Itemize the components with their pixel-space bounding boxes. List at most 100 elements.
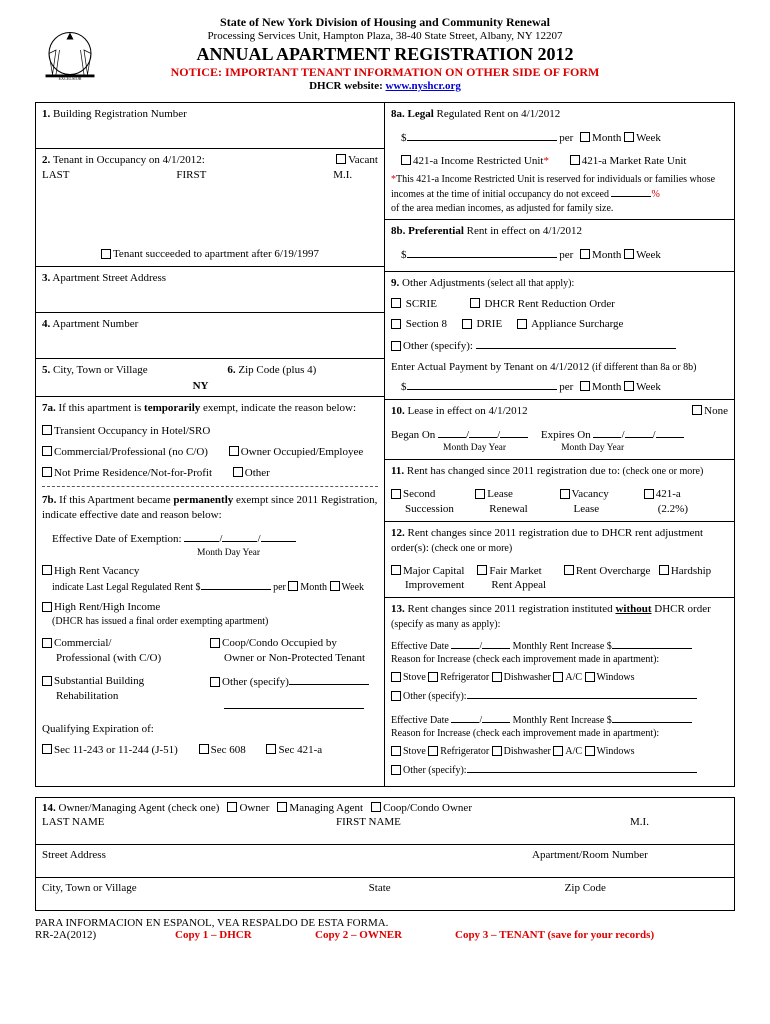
form-notice: NOTICE: IMPORTANT TENANT INFORMATION ON … [35,65,735,80]
sec421a-checkbox[interactable] [266,744,276,754]
overcharge-checkbox[interactable] [564,565,574,575]
dish-13b-checkbox[interactable] [492,746,502,756]
inc13a-blank[interactable] [612,638,692,649]
t13-a: Rent changes since 2011 registration ins… [408,603,616,615]
week-8a-checkbox[interactable] [624,132,634,142]
label-11: 11. [391,465,404,477]
section8-checkbox[interactable] [391,319,401,329]
other-7b-blank[interactable] [289,674,369,685]
dhcr-red-checkbox[interactable] [470,298,480,308]
month-9-checkbox[interactable] [580,381,590,391]
ac-13b-checkbox[interactable] [553,746,563,756]
title-14: Owner/Managing Agent (check one) [59,802,220,814]
left-column: 1. Building Registration Number 2. Tenan… [36,103,385,786]
payment-blank[interactable] [407,379,557,390]
none-checkbox[interactable] [692,405,702,415]
exp-y[interactable] [656,427,684,438]
website-link[interactable]: www.nyshcr.org [386,80,461,92]
label-1: 1. [42,108,50,120]
substantial-checkbox[interactable] [42,676,52,686]
dish-13a-checkbox[interactable] [492,672,502,682]
began-m[interactable] [438,427,466,438]
eff13b-m[interactable] [451,712,479,723]
commercial-co-checkbox[interactable] [42,638,52,648]
stove-13b-checkbox[interactable] [391,746,401,756]
week-8b-checkbox[interactable] [624,249,634,259]
rent-blank-7b[interactable] [201,579,271,590]
not-prime-checkbox[interactable] [42,467,52,477]
ac-13a-checkbox[interactable] [553,672,563,682]
market-rate-label: 421-a Market Rate Unit [582,155,687,167]
sec608-checkbox[interactable] [199,744,209,754]
other-13b-blank[interactable] [467,762,697,773]
drie-checkbox[interactable] [462,319,472,329]
second-checkbox[interactable] [391,489,401,499]
exp-m[interactable] [593,427,621,438]
transient-checkbox[interactable] [42,425,52,435]
eff-year-blank[interactable] [261,531,296,542]
eff13a-m[interactable] [451,638,479,649]
other-7b-blank2[interactable] [224,698,364,709]
inc13b-blank[interactable] [612,712,692,723]
win-13b-checkbox[interactable] [585,746,595,756]
refrig-13b-checkbox[interactable] [428,746,438,756]
eff-month-blank[interactable] [184,531,219,542]
t8b-a: Preferential [408,225,464,237]
fair-checkbox[interactable] [477,565,487,575]
week-8b-label: Week [636,249,661,261]
commercial-noco-checkbox[interactable] [42,446,52,456]
state-14: State [369,882,565,894]
month-8b-checkbox[interactable] [580,249,590,259]
rent-8a-blank[interactable] [407,130,557,141]
eff-day-blank[interactable] [222,531,257,542]
major-checkbox[interactable] [391,565,401,575]
scrie-checkbox[interactable] [391,298,401,308]
appliance-checkbox[interactable] [517,319,527,329]
label-13: 13. [391,603,405,615]
other-9-blank[interactable] [476,338,676,349]
owner-occ-checkbox[interactable] [229,446,239,456]
other-7a-checkbox[interactable] [233,467,243,477]
other-7b-checkbox[interactable] [210,677,220,687]
other-13b-checkbox[interactable] [391,765,401,775]
sec608-label: Sec 608 [211,744,246,756]
other-13a-blank[interactable] [467,688,697,699]
began-y[interactable] [500,427,528,438]
none-label: None [704,405,728,417]
week-7b-checkbox[interactable] [330,581,340,591]
exp-d[interactable] [625,427,653,438]
high-rent-income-checkbox[interactable] [42,602,52,612]
coop-checkbox[interactable] [210,638,220,648]
section-9: 9. Other Adjustments (select all that ap… [385,272,734,400]
vacant-checkbox[interactable] [336,154,346,164]
refrig-13a-checkbox[interactable] [428,672,438,682]
other-9-checkbox[interactable] [391,341,401,351]
rent-8b-blank[interactable] [407,247,557,258]
eff13a-y[interactable] [482,638,510,649]
coop-14-checkbox[interactable] [371,802,381,812]
succeeded-checkbox[interactable] [101,249,111,259]
vacancy-checkbox[interactable] [560,489,570,499]
stove-13a-checkbox[interactable] [391,672,401,682]
managing-14-checkbox[interactable] [277,802,287,812]
vacancy-label: Vacancy [572,488,609,500]
month-8a-checkbox[interactable] [580,132,590,142]
high-vacancy-checkbox[interactable] [42,565,52,575]
sec11-checkbox[interactable] [42,744,52,754]
lease-checkbox[interactable] [475,489,485,499]
pct-blank[interactable] [611,186,651,197]
renewal-label: Renewal [489,503,527,515]
income-restricted-checkbox[interactable] [401,155,411,165]
month-7b-checkbox[interactable] [288,581,298,591]
win-13a-checkbox[interactable] [585,672,595,682]
label-3: 3. [42,272,50,284]
other-13a-checkbox[interactable] [391,691,401,701]
began-d[interactable] [469,427,497,438]
hardship-checkbox[interactable] [659,565,669,575]
owner-14-checkbox[interactable] [227,802,237,812]
market-rate-checkbox[interactable] [570,155,580,165]
eff13b-y[interactable] [482,712,510,723]
a421-checkbox[interactable] [644,489,654,499]
agency-name: State of New York Division of Housing an… [35,15,735,30]
week-9-checkbox[interactable] [624,381,634,391]
